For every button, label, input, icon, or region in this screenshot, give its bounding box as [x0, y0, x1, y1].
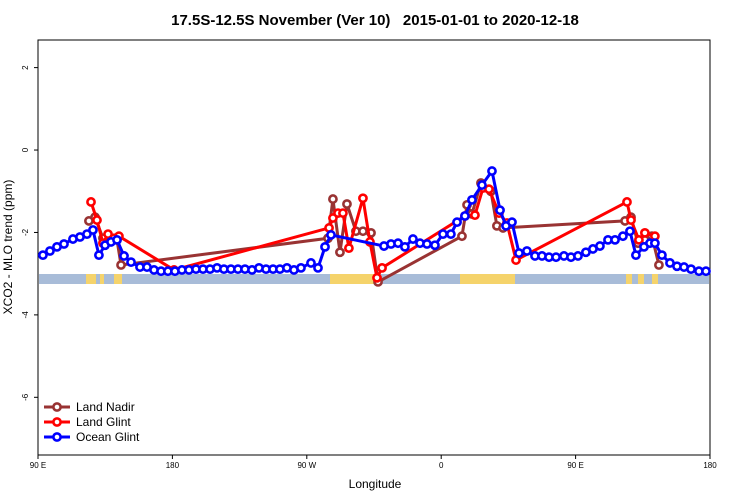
data-point	[59, 239, 69, 249]
data-point	[438, 229, 448, 240]
data-point	[296, 262, 306, 273]
land-band	[626, 274, 632, 284]
data-point	[452, 217, 462, 228]
legend-marker	[52, 402, 62, 412]
land-band	[100, 274, 104, 284]
data-point	[654, 260, 664, 270]
x-tick-label: 90 W	[297, 461, 316, 470]
data-point	[86, 197, 96, 207]
y-tick-label: -2	[21, 228, 30, 236]
data-point	[625, 226, 635, 237]
y-tick-label: 0	[21, 147, 30, 152]
data-point	[112, 234, 122, 245]
data-point	[634, 234, 644, 245]
data-point	[306, 258, 316, 268]
legend-label: Ocean Glint	[76, 430, 140, 444]
data-point	[470, 210, 480, 221]
data-point	[487, 166, 497, 176]
legend-marker	[52, 417, 62, 427]
data-point	[430, 240, 440, 251]
data-point	[610, 234, 620, 245]
legend-label: Land Glint	[76, 415, 131, 429]
legend-label: Land Nadir	[76, 400, 135, 414]
land-band	[330, 274, 380, 284]
land-band	[114, 274, 122, 284]
x-tick-label: 180	[703, 461, 717, 470]
y-tick-label: -6	[21, 393, 30, 401]
data-point	[514, 248, 524, 258]
data-point	[94, 250, 104, 261]
data-point	[377, 262, 387, 273]
y-tick-label: 2	[21, 65, 30, 70]
data-point	[313, 262, 323, 273]
chart-title: 17.5S-12.5S November (Ver 10) 2015-01-01…	[171, 12, 579, 29]
data-point	[507, 217, 517, 228]
data-point	[551, 252, 561, 263]
data-point	[686, 264, 696, 275]
land-band	[86, 274, 96, 284]
data-point	[477, 180, 487, 190]
data-point	[701, 266, 711, 277]
x-axis-label: Longitude	[349, 477, 402, 491]
data-point	[467, 195, 477, 205]
data-point	[45, 246, 55, 256]
y-tick-label: -4	[21, 311, 30, 319]
land-band	[652, 274, 658, 284]
data-point	[595, 241, 605, 251]
y-axis-label: XCO2 - MLO trend (ppm)	[1, 180, 15, 315]
data-point	[484, 184, 494, 195]
x-tick-label: 180	[166, 461, 180, 470]
data-point	[326, 230, 336, 240]
data-point	[649, 238, 660, 249]
data-point	[522, 246, 532, 256]
data-point	[573, 251, 583, 261]
data-point	[657, 250, 667, 261]
data-point	[495, 205, 505, 216]
x-tick-label: 0	[439, 461, 444, 470]
data-point	[344, 243, 354, 254]
data-point	[119, 251, 129, 261]
data-point	[92, 215, 102, 225]
plot-frame	[37, 39, 711, 456]
data-point	[622, 197, 632, 207]
data-point	[88, 225, 98, 235]
x-tick-label: 90 E	[30, 461, 46, 470]
data-point	[38, 250, 48, 261]
data-point	[320, 241, 330, 252]
legend-marker	[52, 432, 62, 442]
data-point	[393, 238, 403, 249]
data-point	[126, 257, 136, 268]
data-point	[446, 229, 456, 240]
land-band	[460, 274, 515, 284]
data-point	[631, 250, 641, 261]
data-point	[328, 194, 338, 204]
data-point	[116, 260, 126, 270]
data-point	[422, 239, 432, 249]
data-point	[408, 234, 418, 244]
data-point	[460, 211, 470, 221]
data-point	[358, 193, 368, 204]
data-point	[335, 247, 345, 258]
data-point	[342, 199, 352, 209]
data-point	[639, 227, 650, 238]
series	[38, 166, 711, 277]
data-point	[400, 241, 410, 252]
data-point	[618, 231, 628, 242]
data-point	[338, 208, 348, 218]
x-tick-label: 90 E	[567, 461, 583, 470]
data-point	[626, 215, 636, 225]
land-band	[638, 274, 644, 284]
data-point	[372, 272, 382, 283]
data-point	[358, 226, 368, 237]
data-point	[457, 231, 467, 242]
